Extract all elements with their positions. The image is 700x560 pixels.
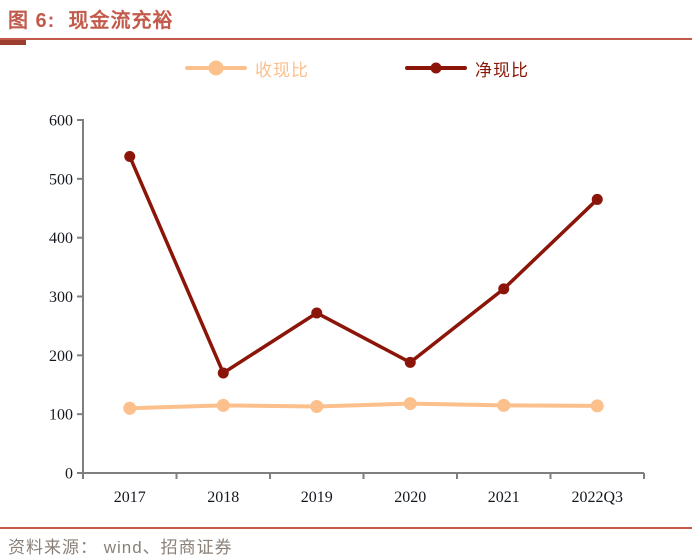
x-tick-label: 2018 xyxy=(207,489,239,506)
footer-rule xyxy=(0,527,692,529)
y-tick-label: 600 xyxy=(49,113,73,130)
data-point-收现比 xyxy=(310,400,324,414)
legend-line-marker-icon xyxy=(405,62,467,74)
axes xyxy=(82,119,644,474)
title-underline-accent xyxy=(0,40,26,45)
data-point-净现比 xyxy=(217,367,229,379)
data-point-净现比 xyxy=(591,193,603,205)
y-tick-label: 200 xyxy=(49,348,73,365)
data-point-收现比 xyxy=(403,397,417,411)
x-tick-label: 2019 xyxy=(301,489,333,506)
x-tick-label: 2021 xyxy=(488,489,520,506)
data-point-净现比 xyxy=(124,150,136,162)
y-tick-label: 100 xyxy=(49,407,73,424)
series-line-收现比 xyxy=(127,401,600,411)
legend-label: 净现比 xyxy=(475,60,529,80)
legend-label: 收现比 xyxy=(255,60,309,80)
data-point-净现比 xyxy=(498,283,510,295)
data-point-净现比 xyxy=(311,307,323,319)
legend-line-marker-icon xyxy=(185,60,247,76)
data-point-收现比 xyxy=(590,399,604,413)
chart-legend: 收现比 净现比 xyxy=(0,56,700,82)
legend-dot-icon xyxy=(208,60,224,76)
data-point-收现比 xyxy=(123,401,137,415)
legend-item-jingxianbi: 净现比 xyxy=(405,56,529,80)
x-tick-label: 2020 xyxy=(394,489,426,506)
source-note: 资料来源： wind、招商证券 xyxy=(8,538,233,557)
y-tick-label: 400 xyxy=(49,230,73,247)
data-point-收现比 xyxy=(497,398,511,412)
y-tick-label: 0 xyxy=(65,466,73,483)
legend-dot-icon xyxy=(430,62,442,74)
series-line-净现比 xyxy=(128,154,599,375)
figure-title: 图 6: 现金流充裕 xyxy=(8,10,174,32)
data-point-收现比 xyxy=(216,398,230,412)
y-tick-label: 500 xyxy=(49,171,73,188)
title-underline xyxy=(0,38,692,40)
x-tick-label: 2017 xyxy=(114,489,146,506)
y-tick-label: 300 xyxy=(49,289,73,306)
data-point-净现比 xyxy=(404,356,416,368)
x-tick-label: 2022Q3 xyxy=(571,489,623,506)
legend-item-shouxianbi: 收现比 xyxy=(185,56,309,80)
